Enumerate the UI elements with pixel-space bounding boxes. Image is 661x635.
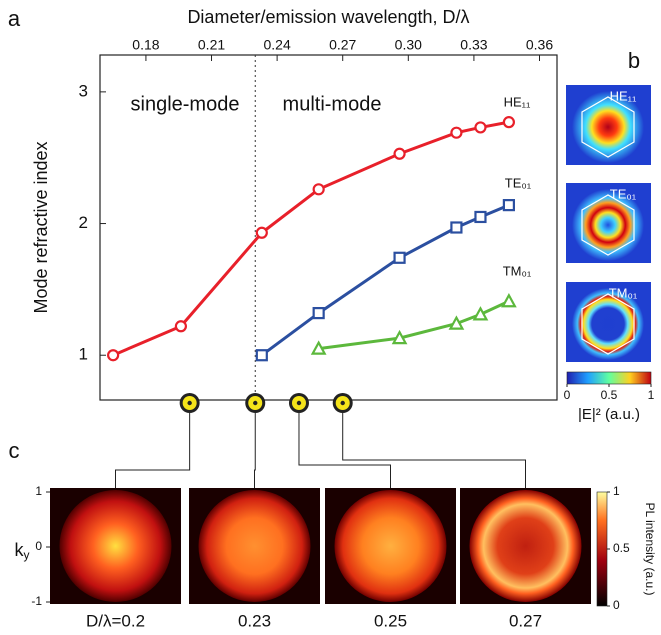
mode-label: TM₀₁: [609, 285, 638, 300]
marker: [474, 308, 486, 319]
x-tick-label: 0.36: [526, 37, 553, 53]
sample-label: 0.23: [238, 611, 271, 630]
marker: [394, 332, 406, 343]
ky-tick-label: 0: [35, 539, 42, 553]
marker: [314, 184, 324, 194]
pl-colorbar-tick-label: 0: [613, 598, 620, 612]
connector: [116, 413, 190, 488]
marker: [504, 117, 514, 127]
marker: [395, 253, 405, 263]
connector: [255, 413, 256, 488]
sample-marker-dot: [187, 401, 191, 405]
x-tick-label: 0.24: [263, 37, 290, 53]
mode-colorbar-tick-label: 0: [564, 388, 571, 402]
sample-marker-dot: [253, 401, 257, 405]
ky-sub: y: [24, 548, 30, 562]
marker: [257, 228, 267, 238]
pl-disk: [60, 490, 172, 602]
y-tick-label: 2: [79, 213, 88, 232]
mode-label: HE₁₁: [610, 88, 637, 103]
series-label: HE₁₁: [504, 94, 531, 109]
marker: [257, 350, 267, 360]
x-tick-label: 0.27: [329, 37, 356, 53]
pl-colorbar-tick-label: 1: [613, 484, 620, 498]
panel-label: c: [9, 438, 20, 463]
marker: [108, 350, 118, 360]
marker: [475, 122, 485, 132]
y-axis-title: Mode refractive index: [31, 141, 51, 313]
series-line: [262, 205, 509, 355]
x-tick-label: 0.21: [198, 37, 225, 53]
marker: [395, 149, 405, 159]
x-tick-label: 0.30: [395, 37, 422, 53]
sample-marker-dot: [341, 401, 345, 405]
x-tick-label: 0.18: [132, 37, 159, 53]
marker: [451, 128, 461, 138]
marker: [313, 343, 325, 354]
figure: a b c Diameter/emission wavelength, D/λ Mode…: [0, 0, 661, 635]
pl-disk: [470, 490, 582, 602]
pl-disk: [199, 490, 311, 602]
mode-colorbar-tick-label: 0.5: [601, 388, 618, 402]
y-tick-label: 1: [79, 345, 88, 364]
annotation: single-mode: [131, 93, 240, 115]
ky-label: ky: [15, 540, 30, 562]
marker: [503, 295, 515, 306]
panel-label: b: [628, 48, 640, 73]
marker: [314, 308, 324, 318]
pl-colorbar-label: PL intensity (a.u.): [643, 503, 657, 596]
ky-tick-label: -1: [31, 594, 42, 608]
mode-colorbar: [567, 372, 651, 384]
marker: [450, 318, 462, 329]
marker: [504, 200, 514, 210]
sample-marker-dot: [297, 401, 301, 405]
sample-label: 0.25: [374, 611, 407, 630]
marker: [451, 223, 461, 233]
sample-label: D/λ=0.2: [86, 611, 145, 630]
pl-colorbar-tick-label: 0.5: [613, 541, 630, 555]
series-label: TM₀₁: [503, 263, 532, 278]
y-tick-label: 3: [79, 81, 88, 100]
mode-label: TE₀₁: [610, 186, 637, 201]
annotation: multi-mode: [283, 93, 382, 115]
marker: [475, 212, 485, 222]
mode-colorbar-label: |E|² (a.u.): [578, 406, 640, 423]
series-label: TE₀₁: [505, 175, 532, 190]
panel-label: a: [8, 6, 21, 31]
connector: [343, 413, 526, 488]
ky-tick-label: 1: [35, 484, 42, 498]
x-axis-title: Diameter/emission wavelength, D/λ: [187, 7, 469, 27]
sample-label: 0.27: [509, 611, 542, 630]
x-tick-label: 0.33: [460, 37, 487, 53]
pl-colorbar: [597, 492, 607, 606]
pl-disk: [335, 490, 447, 602]
marker: [176, 321, 186, 331]
connector: [299, 413, 391, 488]
mode-colorbar-tick-label: 1: [648, 388, 655, 402]
